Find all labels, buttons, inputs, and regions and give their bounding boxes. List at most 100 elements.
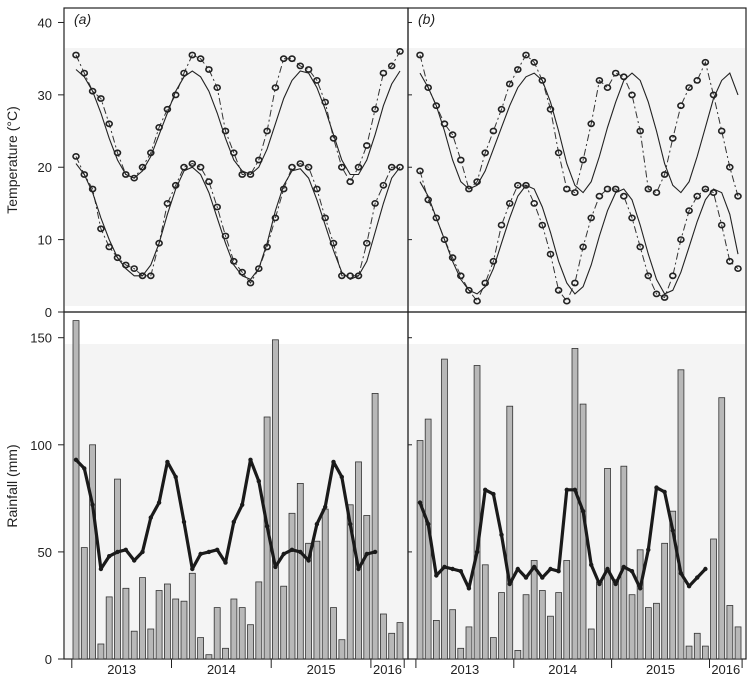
rainfall-bar — [105, 596, 113, 660]
temperature-point — [505, 80, 514, 88]
temperature-point — [522, 181, 530, 189]
temperature-point — [660, 171, 669, 178]
rainfall-bar — [363, 515, 371, 660]
temperature-point — [554, 149, 563, 157]
temperature-point — [205, 66, 213, 73]
temperature-point — [271, 214, 280, 222]
rainfall-line-point — [678, 571, 684, 576]
rainfall-bar — [80, 547, 88, 660]
rainfall-line-point — [98, 566, 104, 572]
rainfall-bar — [498, 592, 505, 660]
rainfall-bar — [530, 560, 538, 660]
temperature-point — [717, 127, 726, 135]
temperature-point — [497, 221, 506, 229]
rainfall-bar — [271, 339, 279, 660]
tmin-model-line — [75, 163, 401, 281]
rainfall-line-point — [474, 549, 480, 555]
rainfall-bar — [114, 478, 121, 660]
temperature-point — [685, 84, 693, 91]
rainfall-line-point — [306, 558, 311, 563]
temperature-point — [522, 51, 530, 59]
temperature-point — [221, 232, 230, 240]
rainfall-panel-b-plot — [409, 344, 745, 660]
temperature-point — [611, 69, 620, 77]
rainfall-bar — [636, 549, 644, 660]
plot-area-background — [409, 48, 745, 306]
temperature-point — [546, 105, 555, 113]
temperature-point — [562, 297, 571, 305]
rainfall-bar — [188, 572, 196, 660]
temperature-point — [685, 207, 693, 215]
temperature-point — [677, 102, 685, 110]
rainfall-bar — [122, 587, 130, 660]
temperature-point — [660, 294, 669, 301]
rainfall-line-point — [314, 521, 320, 527]
rainfall-bar — [596, 581, 603, 660]
rainfall-line-point — [434, 573, 439, 578]
temperature-point — [296, 62, 305, 70]
temperature-point — [354, 272, 363, 280]
rainfall-line-point — [90, 502, 95, 507]
temperature-point — [456, 156, 465, 164]
rainfall-bar — [685, 645, 693, 660]
year-label: 2014 — [207, 662, 236, 677]
temperature-point — [387, 163, 396, 171]
temperature-point — [346, 178, 355, 186]
temperature-y-tick-label: 40 — [38, 15, 52, 30]
temperature-point — [595, 192, 604, 200]
temperature-point — [644, 272, 653, 280]
temperature-point — [448, 131, 457, 139]
temperature-point — [329, 239, 338, 247]
temperature-point — [677, 236, 685, 243]
temperature-point — [693, 192, 702, 200]
rainfall-bar — [661, 542, 669, 660]
rainfall-bar — [89, 444, 96, 660]
temperature-panel-b-plot — [409, 48, 745, 306]
panel-a-label: (a) — [74, 11, 91, 27]
tmax-model-line — [419, 72, 739, 194]
temperature-point — [362, 239, 371, 247]
temperature-point — [105, 120, 113, 128]
temperature-point — [628, 214, 636, 222]
rainfall-bar — [172, 598, 180, 660]
rainfall-line-point — [564, 487, 569, 492]
rainfall-line-point — [515, 566, 520, 572]
rainfall-bar — [147, 628, 155, 660]
rainfall-line-point — [82, 466, 87, 471]
rainfall-bar — [571, 347, 579, 660]
temperature-y-tick-label: 0 — [45, 305, 52, 320]
rainfall-line-point — [190, 566, 195, 572]
temperature-point — [354, 163, 363, 171]
year-label: 2016 — [711, 662, 740, 677]
temperature-point — [188, 160, 197, 167]
temperature-point — [221, 127, 230, 135]
temperature-point — [571, 279, 579, 287]
rainfall-line-point — [613, 581, 618, 587]
temperature-y-tick-label: 10 — [38, 233, 52, 248]
rainfall-line-point — [654, 485, 659, 490]
rainfall-line-point — [450, 566, 455, 572]
temperature-point — [432, 214, 441, 222]
rainfall-bar — [371, 392, 379, 660]
rainfall-line-point — [231, 519, 236, 525]
temperature-point — [432, 102, 441, 110]
temperature-point — [130, 265, 138, 272]
temperature-point — [693, 77, 702, 84]
rainfall-line-point — [442, 564, 447, 570]
rainfall-line-point — [662, 489, 667, 495]
rainfall-line-point — [331, 459, 336, 465]
rainfall-axis-label: Rainfall (mm) — [4, 444, 20, 527]
rainfall-line-point — [240, 502, 245, 507]
rainfall-bar — [238, 607, 246, 660]
temperature-point — [611, 185, 620, 193]
temperature-point — [562, 185, 571, 193]
rainfall-bar — [247, 624, 254, 660]
temperature-point — [97, 225, 105, 233]
temperature-point — [505, 199, 514, 207]
rainfall-bar — [197, 637, 205, 660]
rainfall-bar — [506, 405, 514, 660]
temperature-point — [246, 279, 255, 287]
temperature-point — [271, 84, 280, 91]
temperature-point — [180, 69, 188, 77]
rainfall-bar — [612, 579, 620, 660]
